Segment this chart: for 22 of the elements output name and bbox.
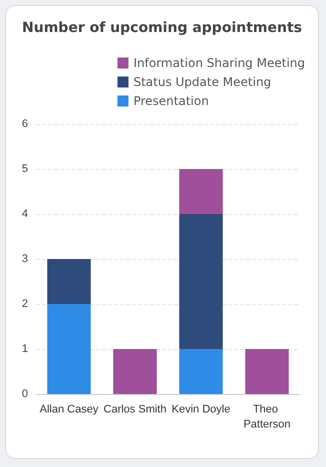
y-tick-label: 4 xyxy=(22,208,28,220)
y-tick-label: 1 xyxy=(22,343,28,355)
y-tick-label: 3 xyxy=(22,253,28,265)
bar xyxy=(179,349,223,394)
y-tick-label: 0 xyxy=(22,388,28,400)
legend-label: Status Update Meeting xyxy=(133,75,272,89)
x-tick-label: Kevin Doyle xyxy=(172,404,230,416)
bar xyxy=(179,214,223,349)
y-tick-label: 5 xyxy=(22,163,28,175)
legend-label: Presentation xyxy=(133,94,209,108)
bar xyxy=(245,349,289,394)
bar xyxy=(47,259,91,304)
y-tick-label: 6 xyxy=(22,118,28,130)
y-tick-label: 2 xyxy=(22,298,28,310)
bar xyxy=(179,169,223,214)
chart-title: Number of upcoming appointments xyxy=(22,20,302,36)
bar xyxy=(47,304,91,394)
x-tick-label: Theo Patterson xyxy=(243,404,291,430)
bar xyxy=(113,349,157,394)
legend-label: Information Sharing Meeting xyxy=(133,56,306,70)
x-tick-label: Allan Casey xyxy=(40,404,99,416)
x-tick-label: Carlos Smith xyxy=(104,404,166,416)
